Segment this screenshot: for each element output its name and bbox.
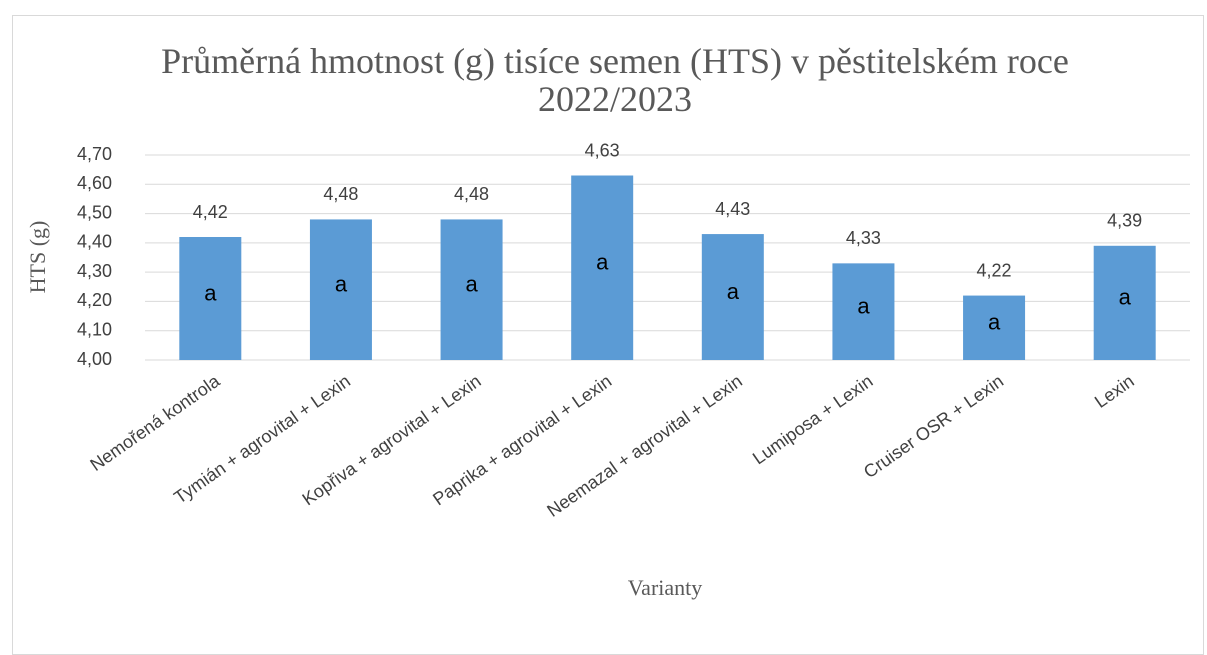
bar-annotation: a — [596, 250, 609, 275]
bar — [440, 219, 503, 360]
y-axis-label: HTS (g) — [25, 221, 50, 294]
page: {"chart_data": {"type": "bar", "title": … — [12, 15, 1204, 655]
bar — [963, 295, 1026, 360]
bar-annotation: a — [204, 280, 217, 305]
y-tick-label: 4,30 — [77, 261, 112, 281]
x-tick-label: Lexin — [1091, 371, 1138, 412]
data-label: 4,63 — [585, 140, 620, 160]
y-tick-label: 4,50 — [77, 202, 112, 222]
bar-annotation: a — [1119, 285, 1132, 310]
chart: HTS (g) Varianty 4,00 4,10 4,20 4,30 4,40 4,5… — [25, 140, 1190, 600]
data-label: 4,48 — [454, 184, 489, 204]
bar-annotation: a — [335, 272, 348, 297]
data-label: 4,22 — [977, 260, 1012, 280]
y-tick-label: 4,10 — [77, 319, 112, 339]
data-label: 4,39 — [1107, 211, 1142, 231]
y-tick-label: 4,40 — [77, 232, 112, 252]
data-label: 4,42 — [193, 202, 228, 222]
y-tick-label: 4,60 — [77, 173, 112, 193]
bar — [179, 237, 242, 360]
bar — [832, 263, 895, 360]
chart-title: Průměrná hmotnost (g) tisíce semen (HTS)… — [161, 41, 1069, 119]
bar-annotation: a — [988, 310, 1001, 335]
x-tick-label: Lumiposa + Lexin — [749, 371, 876, 469]
y-tick-label: 4,20 — [77, 290, 112, 310]
y-tick-label: 4,70 — [77, 144, 112, 164]
bar-annotation: a — [465, 272, 478, 297]
bar — [309, 219, 372, 360]
x-axis-label: Varianty — [628, 575, 703, 600]
y-tick-label: 4,00 — [77, 349, 112, 369]
data-label: 4,43 — [715, 199, 750, 219]
data-label: 4,48 — [323, 184, 358, 204]
bar — [1093, 245, 1156, 360]
data-label: 4,33 — [846, 228, 881, 248]
bar-annotation: a — [857, 293, 870, 318]
x-tick-label: Nemořená kontrola — [86, 370, 224, 475]
x-tick-label: Cruiser OSR + Lexin — [860, 371, 1007, 482]
bar — [701, 234, 764, 360]
bar-annotation: a — [727, 279, 740, 304]
bar — [571, 175, 634, 360]
